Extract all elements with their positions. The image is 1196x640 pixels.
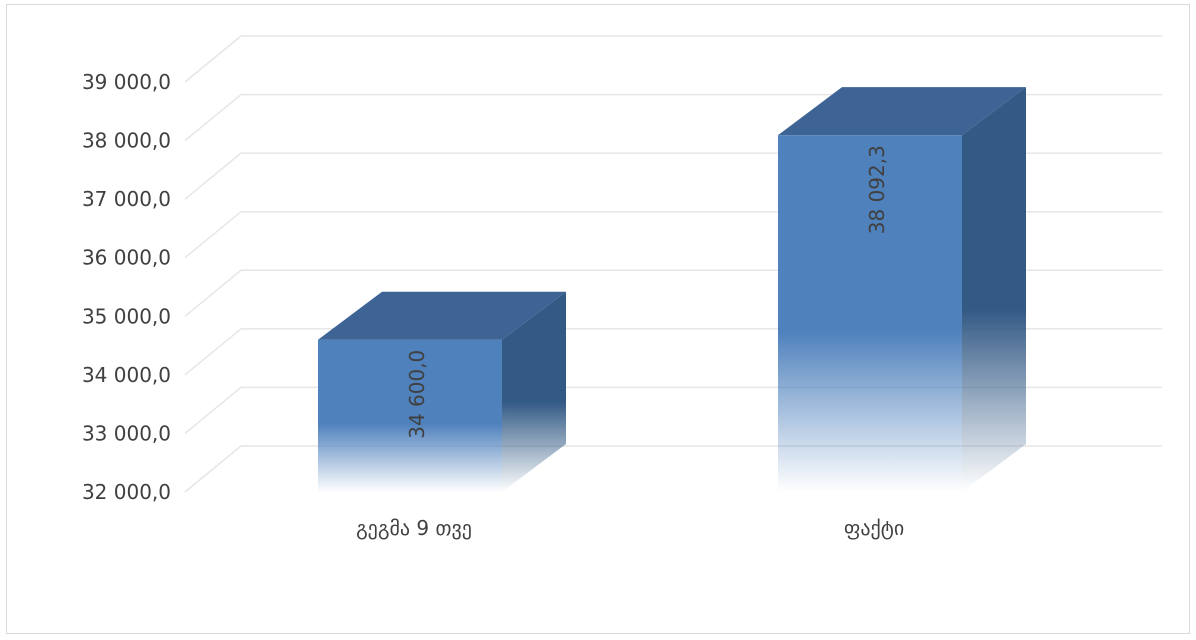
y-tick-label: 32 000,0: [82, 480, 171, 504]
gridlines: [184, 35, 1162, 493]
bars: 34 600,0 38 092,3: [318, 87, 1026, 492]
x-category-label: ფაქტი: [844, 516, 904, 540]
x-category-label: გეგმა 9 თვე: [356, 516, 472, 540]
column-chart: 32 000,0 33 000,0 34 000,0 35 000,0 36 000,0…: [82, 35, 1162, 540]
bar: 38 092,3: [778, 87, 1026, 492]
y-tick-label: 38 000,0: [82, 129, 171, 153]
gridline: [184, 35, 1162, 83]
y-tick-label: 34 000,0: [82, 363, 171, 387]
y-tick-label: 36 000,0: [82, 246, 171, 270]
bar: 34 600,0: [318, 291, 566, 492]
y-tick-label: 37 000,0: [82, 187, 171, 211]
bar-top: [778, 87, 1026, 136]
chart-frame: 32 000,0 33 000,0 34 000,0 35 000,0 36 000,0…: [6, 4, 1190, 634]
bar-front: [318, 339, 502, 492]
data-label: 34 600,0: [405, 350, 429, 439]
x-axis-category-labels: გეგმა 9 თვე ფაქტი: [356, 516, 904, 540]
data-label: 38 092,3: [865, 145, 889, 234]
y-tick-label: 35 000,0: [82, 304, 171, 328]
bar-side: [962, 87, 1026, 492]
y-axis-tick-labels: 32 000,0 33 000,0 34 000,0 35 000,0 36 000,0…: [82, 70, 171, 504]
bar-side: [502, 291, 566, 492]
bar-front: [778, 135, 962, 492]
bar-top: [318, 291, 566, 340]
y-tick-label: 33 000,0: [82, 421, 171, 445]
y-tick-label: 39 000,0: [82, 70, 171, 94]
